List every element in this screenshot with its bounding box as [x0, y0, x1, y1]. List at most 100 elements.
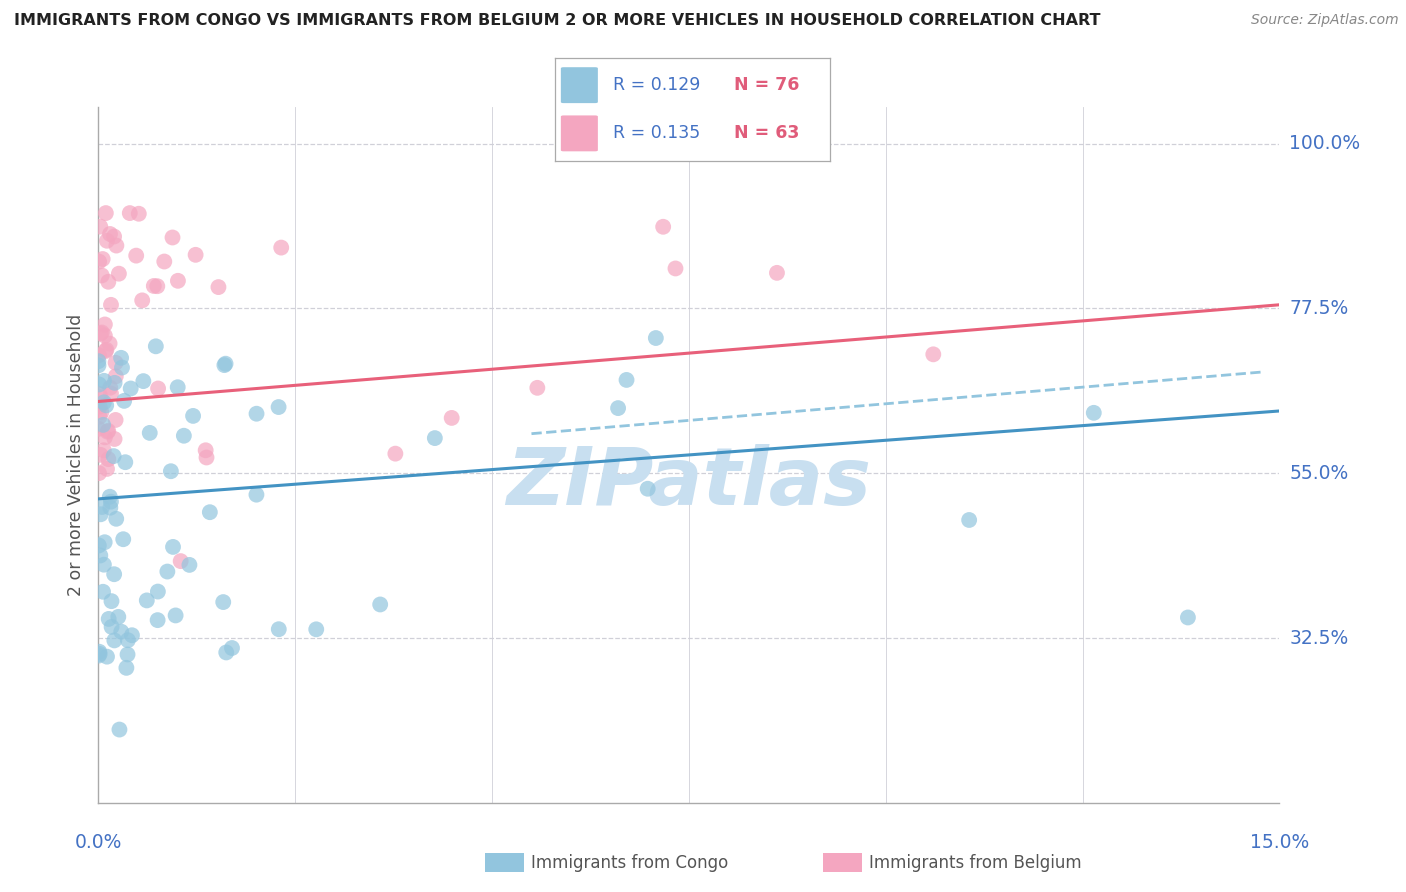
Point: [766, 266, 789, 280]
Text: 0.0%: 0.0%: [75, 833, 122, 853]
Text: 32.5%: 32.5%: [1289, 629, 1348, 648]
Point: [87, 648, 110, 663]
Point: [97, 424, 120, 438]
Point: [305, 623, 328, 637]
Point: [87, 354, 110, 368]
Point: [98, 500, 121, 515]
Point: [162, 230, 184, 244]
Point: [112, 393, 135, 408]
Point: [90, 326, 112, 340]
Point: [87, 422, 110, 436]
Point: [90, 391, 112, 405]
Point: [637, 482, 659, 496]
Point: [104, 356, 127, 370]
Point: [440, 411, 463, 425]
Point: [652, 219, 675, 234]
Point: [128, 207, 150, 221]
Point: [118, 206, 141, 220]
Point: [96, 234, 118, 248]
Point: [91, 252, 114, 266]
Point: [103, 432, 125, 446]
Point: [215, 645, 238, 659]
Text: 77.5%: 77.5%: [1289, 299, 1348, 318]
Point: [107, 610, 129, 624]
Point: [108, 267, 131, 281]
Point: [142, 279, 165, 293]
Point: [166, 380, 188, 394]
Point: [110, 351, 132, 365]
Point: [160, 464, 183, 478]
Point: [103, 376, 125, 390]
Y-axis label: 2 or more Vehicles in Household: 2 or more Vehicles in Household: [66, 314, 84, 596]
Point: [87, 348, 110, 362]
Point: [423, 431, 446, 445]
Text: IMMIGRANTS FROM CONGO VS IMMIGRANTS FROM BELGIUM 2 OR MORE VEHICLES IN HOUSEHOLD: IMMIGRANTS FROM CONGO VS IMMIGRANTS FROM…: [14, 13, 1101, 29]
Point: [96, 462, 118, 476]
Point: [89, 549, 111, 563]
Point: [146, 584, 169, 599]
Point: [89, 409, 111, 424]
Point: [98, 381, 121, 395]
Point: [94, 206, 117, 220]
Point: [165, 608, 187, 623]
Point: [1177, 610, 1199, 624]
Point: [181, 409, 204, 423]
Point: [214, 358, 236, 372]
Point: [93, 374, 115, 388]
Point: [105, 238, 128, 252]
Point: [96, 343, 118, 357]
Point: [89, 254, 111, 268]
Point: [89, 326, 111, 341]
Point: [162, 540, 184, 554]
Point: [135, 593, 157, 607]
Point: [90, 268, 112, 283]
Point: [664, 261, 686, 276]
Point: [94, 344, 117, 359]
Point: [93, 443, 115, 458]
Point: [526, 381, 548, 395]
Text: R = 0.135: R = 0.135: [613, 124, 700, 143]
Point: [198, 505, 221, 519]
Point: [245, 407, 267, 421]
FancyBboxPatch shape: [561, 67, 598, 103]
Point: [922, 347, 945, 361]
Point: [94, 318, 117, 332]
Point: [270, 241, 292, 255]
Point: [93, 535, 115, 549]
Text: ZIPatlas: ZIPatlas: [506, 443, 872, 522]
FancyBboxPatch shape: [561, 115, 598, 152]
Point: [96, 649, 118, 664]
Point: [384, 447, 406, 461]
Point: [96, 425, 118, 439]
Point: [104, 369, 127, 384]
Point: [87, 466, 110, 480]
Text: Source: ZipAtlas.com: Source: ZipAtlas.com: [1251, 13, 1399, 28]
Point: [100, 494, 122, 508]
Point: [108, 723, 131, 737]
Point: [267, 622, 290, 636]
Point: [212, 595, 235, 609]
Point: [170, 554, 193, 568]
Point: [98, 490, 121, 504]
Point: [100, 298, 122, 312]
Point: [167, 274, 190, 288]
Point: [90, 405, 112, 419]
Point: [91, 417, 114, 432]
Point: [607, 401, 630, 416]
Text: 100.0%: 100.0%: [1289, 134, 1361, 153]
Point: [87, 359, 110, 373]
Point: [125, 249, 148, 263]
Point: [114, 455, 136, 469]
Point: [111, 360, 134, 375]
Point: [97, 452, 120, 467]
Point: [132, 374, 155, 388]
Point: [98, 227, 121, 241]
Text: R = 0.129: R = 0.129: [613, 76, 700, 95]
Point: [100, 594, 122, 608]
Point: [100, 620, 122, 634]
Point: [368, 598, 391, 612]
Point: [644, 331, 666, 345]
Text: Immigrants from Congo: Immigrants from Congo: [531, 854, 728, 871]
Point: [97, 275, 120, 289]
Point: [110, 624, 132, 639]
